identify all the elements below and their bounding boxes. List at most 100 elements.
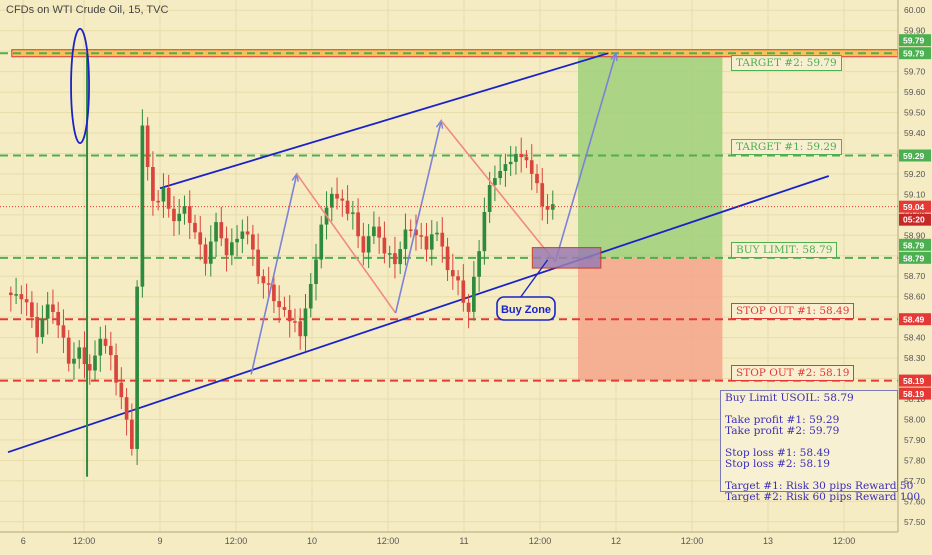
level-label-5: STOP OUT #2: 58.19 (731, 364, 855, 381)
candle-body (456, 276, 460, 281)
candle-body (256, 249, 260, 277)
candle-body (282, 307, 287, 310)
candle-body (72, 358, 76, 364)
channel-upper-line (159, 52, 609, 190)
candle-body (435, 232, 439, 235)
candle-body (372, 226, 376, 237)
candle-body (224, 238, 229, 256)
candle-body (398, 249, 403, 265)
time-tick-label: 12:00 (73, 536, 96, 546)
price-tick-label: 60.00 (904, 5, 926, 15)
candle-body (93, 355, 97, 371)
candle-body (277, 301, 282, 308)
price-tick-label: 59.40 (904, 128, 926, 138)
candle-body (66, 337, 71, 364)
candle-body (145, 125, 150, 168)
candle-body (187, 206, 192, 223)
candle-body (251, 234, 255, 250)
buy-zone-box (531, 246, 602, 269)
candle-body (14, 294, 18, 296)
candle-body (314, 259, 318, 285)
axis-tag-level-2-bg (899, 149, 931, 162)
price-tick-label: 59.90 (904, 26, 926, 36)
candle-body (203, 244, 208, 264)
candle-body (56, 311, 61, 326)
time-tick-label: 6 (21, 536, 26, 546)
time-tick-label: 12:00 (529, 536, 552, 546)
candle-body (40, 318, 45, 338)
candle-body (477, 251, 481, 277)
channel-lower-line (7, 175, 830, 454)
candle-body (293, 321, 297, 323)
candle-body (103, 338, 108, 346)
zigzag-segment (250, 173, 298, 375)
candle-body (340, 198, 345, 201)
candle-body (108, 345, 113, 356)
candle-body (540, 183, 545, 207)
candle-body (524, 157, 529, 161)
candle-body (266, 283, 271, 285)
candle-body (472, 276, 476, 312)
axis-tag-level-3: 58.79 (903, 253, 925, 263)
time-tick-label: 12 (611, 536, 621, 546)
time-tick-label: 12:00 (225, 536, 248, 546)
axis-tag-extra-bg (899, 387, 931, 400)
price-tick-label: 57.90 (904, 435, 926, 445)
candle-body (403, 229, 408, 250)
candle-body (45, 304, 50, 319)
price-tick-label: 58.30 (904, 353, 926, 363)
price-tick-label: 57.80 (904, 455, 926, 465)
candle-body (156, 200, 161, 203)
candle-body (77, 347, 82, 359)
candle-body (177, 213, 182, 222)
candle-body (482, 211, 487, 252)
buy-zone-callout (496, 296, 556, 321)
candle-body (124, 397, 129, 420)
candle-body (487, 185, 492, 212)
axis-tag-level-1: 59.79 (903, 49, 925, 59)
trade-notes-box: Buy Limit USOIL: 58.79 Take profit #1: 5… (720, 390, 920, 503)
candle-body (19, 294, 24, 300)
chart-title: CFDs on WTI Crude Oil, 15, TVC (6, 4, 169, 16)
axis-tag-level-2: 59.29 (903, 151, 925, 161)
candle-body (235, 238, 239, 243)
candle-body (329, 193, 334, 208)
price-tick-label: 58.00 (904, 414, 926, 424)
candle-body (503, 164, 508, 171)
zigzag-segment (394, 120, 442, 314)
axis-tag-extra-bg (899, 34, 931, 47)
level-label-2: TARGET #1: 59.29 (731, 138, 842, 155)
spike-highlight-oval (70, 27, 90, 144)
time-tick-label: 12:00 (833, 536, 856, 546)
axis-tag-extra-2: 58.79 (903, 240, 925, 250)
candle-body (119, 382, 124, 398)
candle-body (493, 178, 497, 186)
candle-body (382, 237, 387, 254)
candle-body (356, 212, 360, 237)
zigzag-segment (440, 120, 556, 263)
zigzag-segment (554, 52, 617, 263)
candle-body (308, 284, 313, 309)
candle-body (445, 246, 450, 271)
candle-body (172, 208, 176, 222)
candle-body (219, 222, 224, 239)
time-tick-label: 11 (459, 536, 468, 546)
axis-tag-level-4: 58.49 (903, 315, 925, 325)
candle-body (198, 232, 203, 245)
zigzag-arrowhead (610, 51, 618, 62)
time-tick-label: 13 (763, 536, 773, 546)
axis-tag-level-4-bg (899, 313, 931, 326)
axis-tag-level-5: 58.19 (903, 376, 925, 386)
candle-body (135, 286, 139, 449)
price-tick-label: 57.50 (904, 517, 926, 527)
candle-body (140, 125, 145, 287)
axis-tag-level-1-bg (899, 47, 931, 60)
price-tick-label: 59.50 (904, 108, 926, 118)
axis-tag-extra-1: 59.79 (903, 36, 925, 46)
candle-body (166, 187, 171, 209)
candle-body (466, 302, 471, 312)
candle-body (345, 200, 350, 214)
candle-body (208, 241, 213, 264)
candle-body (450, 270, 455, 277)
